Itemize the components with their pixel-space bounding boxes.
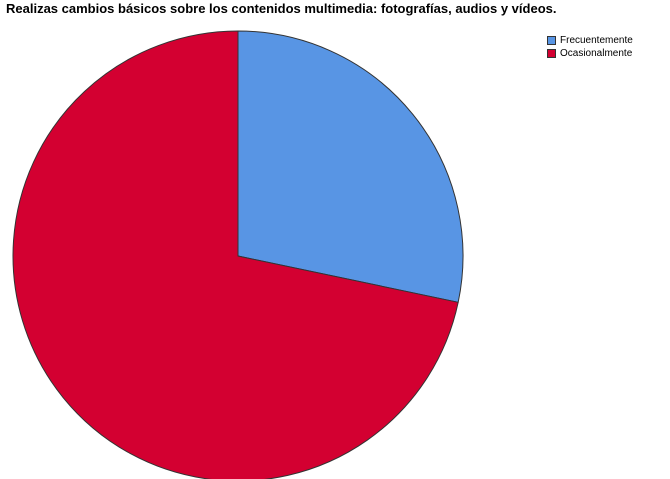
legend-item-ocasionalmente: Ocasionalmente — [547, 47, 633, 60]
legend: Frecuentemente Ocasionalmente — [547, 34, 633, 60]
pie-slice-ocasionalmente — [12, 30, 459, 479]
legend-item-frecuentemente: Frecuentemente — [547, 34, 633, 47]
legend-swatch-ocasionalmente — [547, 49, 556, 58]
legend-label-frecuentemente: Frecuentemente — [560, 35, 633, 46]
legend-label-ocasionalmente: Ocasionalmente — [560, 48, 633, 59]
pie-slices — [12, 30, 464, 479]
legend-swatch-frecuentemente — [547, 36, 556, 45]
chart-title: Realizas cambios básicos sobre los conte… — [6, 1, 557, 16]
pie-slice-frecuentemente — [237, 30, 464, 303]
